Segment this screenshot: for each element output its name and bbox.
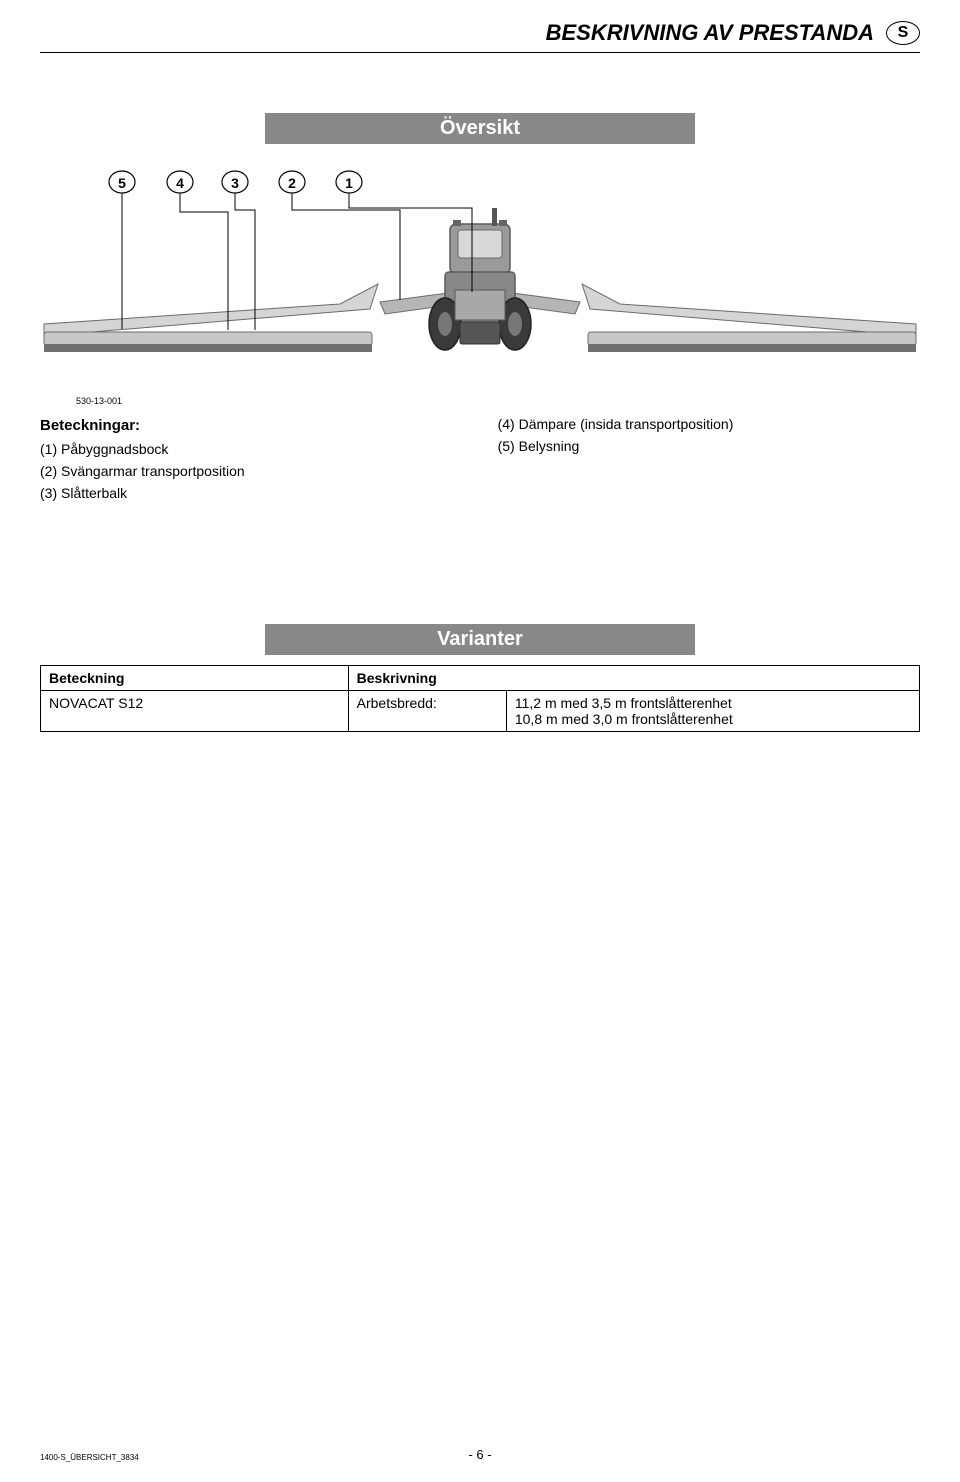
page-header: BESKRIVNING AV PRESTANDA S xyxy=(40,20,920,46)
label-item-5: (5) Belysning xyxy=(498,436,920,458)
label-item-1: (1) Påbyggnadsbock xyxy=(40,439,462,461)
mount-frame xyxy=(455,290,505,320)
callout-1: 1 xyxy=(336,171,362,193)
right-mower-deck xyxy=(582,284,916,352)
col-header-beteckning: Beteckning xyxy=(41,666,349,691)
svg-text:3: 3 xyxy=(231,175,239,191)
footer-page-number: - 6 - xyxy=(468,1447,491,1462)
labels-right-column: (4) Dämpare (insida transportposition) (… xyxy=(498,414,920,504)
svg-text:5: 5 xyxy=(118,175,126,191)
callout-line-4 xyxy=(180,192,228,330)
labels-left-column: Beteckningar: (1) Påbyggnadsbock (2) Svä… xyxy=(40,414,462,504)
variants-section-bar: Varianter xyxy=(265,624,695,655)
page-footer: 1400-S_ÜBERSICHT_3834 - 6 - xyxy=(40,1453,920,1462)
desc-line-2: 10,8 m med 3,0 m frontslåtterenhet xyxy=(515,711,911,727)
left-mower-deck xyxy=(44,284,378,352)
table-row: NOVACAT S12 Arbetsbredd: 11,2 m med 3,5 … xyxy=(41,691,920,732)
variants-section: Varianter Beteckning Beskrivning NOVACAT… xyxy=(40,624,920,732)
footer-doc-ref: 1400-S_ÜBERSICHT_3834 xyxy=(40,1453,139,1462)
callout-4: 4 xyxy=(167,171,193,193)
label-item-4: (4) Dämpare (insida transportposition) xyxy=(498,414,920,436)
labels-row: Beteckningar: (1) Påbyggnadsbock (2) Svä… xyxy=(40,414,920,504)
callout-line-3 xyxy=(235,192,255,330)
svg-text:1: 1 xyxy=(345,175,353,191)
callout-3: 3 xyxy=(222,171,248,193)
callout-2: 2 xyxy=(279,171,305,193)
cell-label: Arbetsbredd: xyxy=(348,691,506,732)
overview-section-bar: Översikt xyxy=(265,113,695,144)
label-item-3: (3) Slåtterbalk xyxy=(40,483,462,505)
callout-5: 5 xyxy=(109,171,135,193)
language-badge: S xyxy=(886,21,920,45)
desc-line-1: 11,2 m med 3,5 m frontslåtterenhet xyxy=(515,695,911,711)
cell-beteckning: NOVACAT S12 xyxy=(41,691,349,732)
overview-figure: 5 4 3 2 1 530-13-001 xyxy=(40,164,920,406)
tractor-icon xyxy=(429,208,531,350)
header-title: BESKRIVNING AV PRESTANDA xyxy=(546,20,874,46)
machine-illustration: 5 4 3 2 1 xyxy=(40,164,920,394)
label-item-2: (2) Svängarmar transportposition xyxy=(40,461,462,483)
cell-description: 11,2 m med 3,5 m frontslåtterenhet 10,8 … xyxy=(506,691,919,732)
header-rule xyxy=(40,52,920,53)
col-header-beskrivning: Beskrivning xyxy=(348,666,919,691)
svg-text:2: 2 xyxy=(288,175,296,191)
figure-reference: 530-13-001 xyxy=(76,396,920,406)
labels-heading: Beteckningar: xyxy=(40,414,462,437)
variants-table: Beteckning Beskrivning NOVACAT S12 Arbet… xyxy=(40,665,920,732)
variants-header-row: Beteckning Beskrivning xyxy=(41,666,920,691)
svg-text:4: 4 xyxy=(176,175,184,191)
